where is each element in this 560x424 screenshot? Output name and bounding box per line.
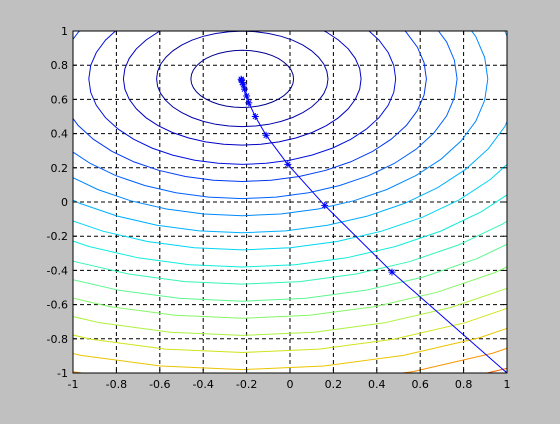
contour-line <box>190 49 295 109</box>
contour-line <box>73 31 507 234</box>
contour-line <box>122 31 362 146</box>
y-tick-label: -0.2 <box>47 230 68 243</box>
y-tick-label: 0 <box>61 196 68 209</box>
path-marker <box>321 201 329 209</box>
y-tick-label: 1 <box>61 25 68 38</box>
path-marker <box>251 113 259 120</box>
path-marker <box>245 99 253 107</box>
y-tick-label: 0.2 <box>51 162 69 175</box>
contour-line <box>88 31 397 165</box>
x-tick-label: 0.8 <box>455 378 473 391</box>
x-tick-label: 0.6 <box>411 378 429 391</box>
x-tick-label: -0.2 <box>236 378 257 391</box>
grid <box>73 31 507 373</box>
contour-line <box>73 220 507 285</box>
path-marker <box>243 92 251 100</box>
y-tick-label: -0.4 <box>47 264 68 277</box>
x-tick-label: 0.2 <box>325 378 343 391</box>
x-tick-label: -0.8 <box>106 378 127 391</box>
y-tick-label: 0.4 <box>51 128 69 141</box>
contour-line <box>73 31 489 217</box>
contour-line <box>73 194 507 268</box>
contour-line <box>73 307 507 354</box>
x-tick-label: -0.6 <box>149 378 170 391</box>
path-marker <box>240 85 248 93</box>
path-marker <box>237 75 245 83</box>
contour-line <box>73 163 507 251</box>
y-tick-label: -0.6 <box>47 299 68 312</box>
contour-line <box>73 31 427 183</box>
path-marker <box>262 131 270 139</box>
x-tick-label: 0 <box>287 378 294 391</box>
y-tick-label: -1 <box>57 367 68 380</box>
contour-line <box>73 31 458 200</box>
y-tick-label: -0.8 <box>47 333 68 346</box>
descent-path <box>237 75 507 373</box>
y-tick-label: 0.6 <box>51 93 69 106</box>
contour-line <box>73 327 507 371</box>
axis-ticks: -1 -0.8 -0.6 -0.4 -0.2 0 0.2 0.4 0.6 0.8 1 1 0.8 0.6 0… <box>47 25 511 391</box>
x-tick-label: 1 <box>504 378 511 391</box>
x-tick-label: -0.4 <box>192 378 213 391</box>
path-marker <box>503 369 507 373</box>
x-tick-label: 0.4 <box>368 378 386 391</box>
path-marker <box>284 160 292 168</box>
path-marker <box>388 268 396 276</box>
contour-line <box>156 31 329 128</box>
y-tick-label: 0.8 <box>51 59 69 72</box>
contour-line <box>73 266 507 319</box>
contour-line <box>73 243 507 302</box>
contour-line <box>73 287 507 336</box>
x-tick-label: -1 <box>68 378 79 391</box>
